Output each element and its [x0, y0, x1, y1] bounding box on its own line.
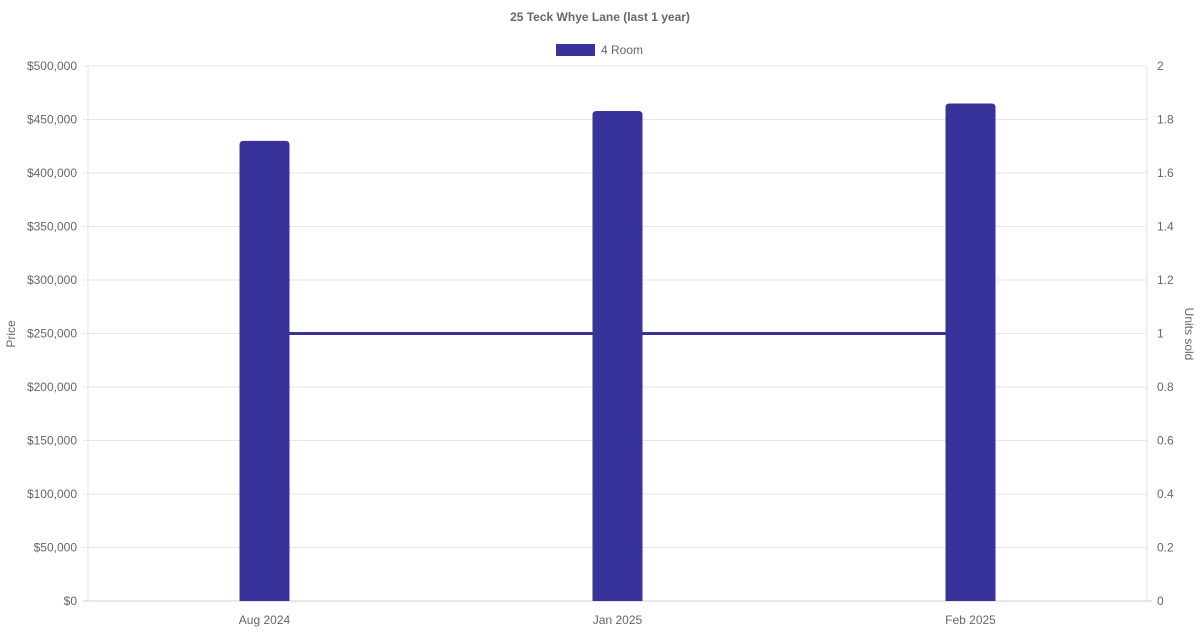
y-tick-label: $0 — [64, 594, 78, 608]
y-tick-label: $100,000 — [27, 487, 77, 501]
y-tick-label: $150,000 — [27, 434, 77, 448]
y2-tick-label: 1.2 — [1157, 273, 1174, 287]
y2-tick-label: 0 — [1157, 594, 1164, 608]
legend-label-4-room: 4 Room — [601, 43, 643, 57]
bar-feb-2025[interactable] — [945, 103, 996, 601]
x-tick-label: Jan 2025 — [593, 613, 643, 627]
y-tick-label: $500,000 — [27, 59, 77, 73]
y-tick-label: $250,000 — [27, 327, 77, 341]
y-axis-title: Price — [4, 320, 18, 348]
bar-aug-2024[interactable] — [239, 140, 290, 601]
y-tick-label: $400,000 — [27, 166, 77, 180]
y2-axis-title: Units sold — [1182, 308, 1196, 361]
legend[interactable]: 4 Room — [556, 43, 643, 57]
y-tick-label: $300,000 — [27, 273, 77, 287]
y2-tick-label: 1.8 — [1157, 113, 1174, 127]
chart-title: 25 Teck Whye Lane (last 1 year) — [510, 10, 690, 24]
y2-tick-label: 1.4 — [1157, 220, 1174, 234]
y-tick-label: $450,000 — [27, 113, 77, 127]
x-tick-label: Feb 2025 — [945, 613, 996, 627]
y-tick-label: $200,000 — [27, 380, 77, 394]
y2-tick-label: 2 — [1157, 59, 1164, 73]
y2-tick-label: 0.2 — [1157, 541, 1174, 555]
y2-tick-label: 1 — [1157, 327, 1164, 341]
tick-labels: $0 $50,000 $100,000 $150,000 $200,000 $250,00… — [27, 59, 1174, 627]
x-tick-label: Aug 2024 — [239, 613, 291, 627]
y2-tick-label: 1.6 — [1157, 166, 1174, 180]
y2-tick-label: 0.8 — [1157, 380, 1174, 394]
legend-swatch-4-room — [556, 44, 595, 56]
y2-tick-label: 0.6 — [1157, 434, 1174, 448]
bar-jan-2025[interactable] — [592, 110, 643, 601]
bars — [239, 103, 996, 601]
y2-tick-label: 0.4 — [1157, 487, 1174, 501]
y-tick-label: $350,000 — [27, 220, 77, 234]
y-tick-label: $50,000 — [34, 541, 78, 555]
